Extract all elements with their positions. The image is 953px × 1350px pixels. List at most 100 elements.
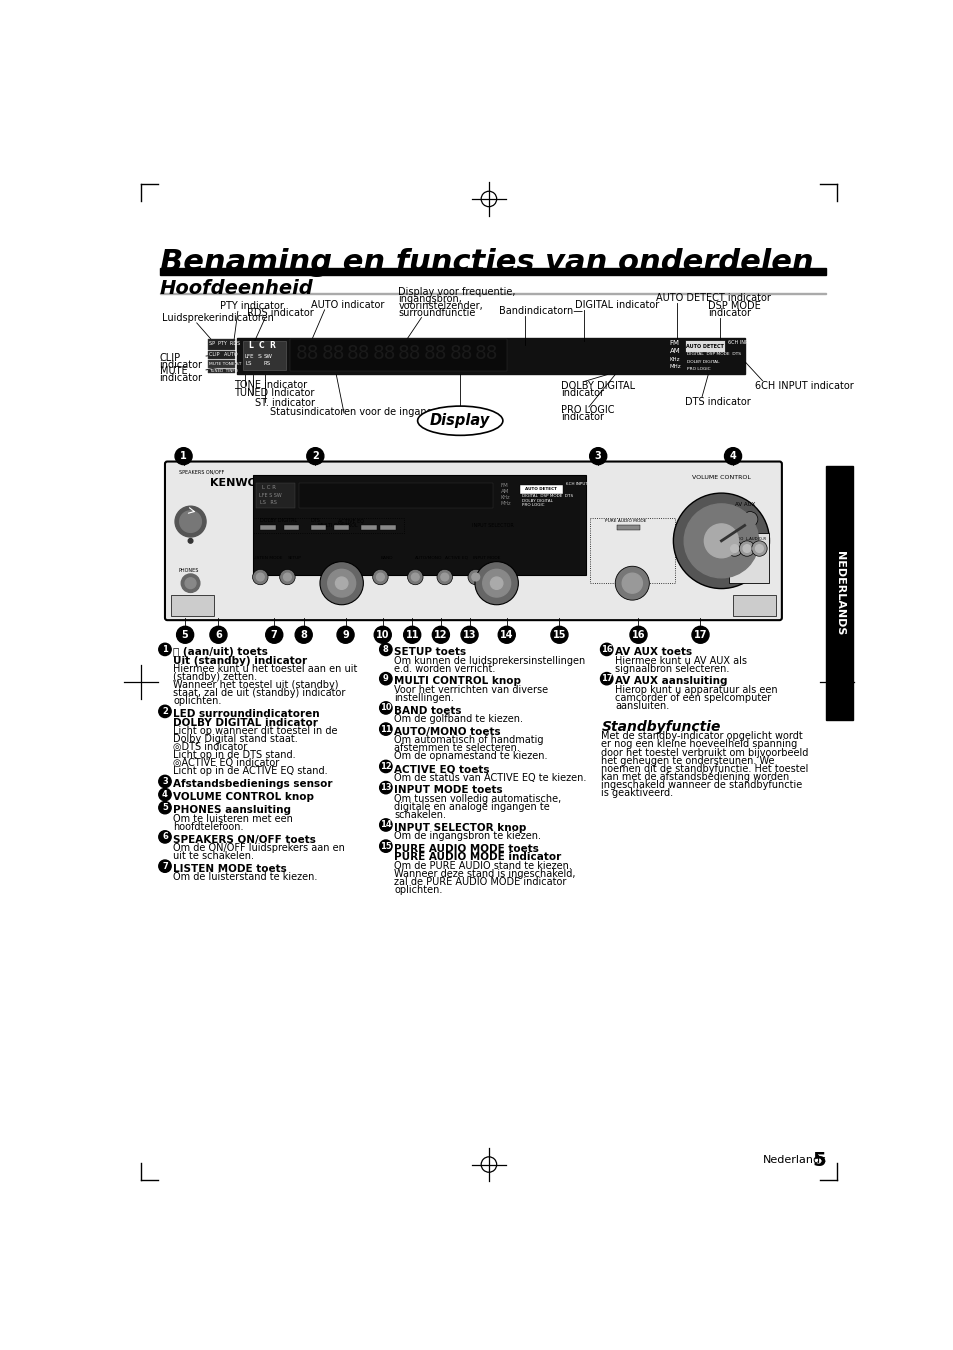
Text: PURE AUDIO MODE: PURE AUDIO MODE — [604, 520, 646, 524]
Text: MULTI CONTROL knop: MULTI CONTROL knop — [394, 676, 521, 686]
Text: afstemmen te selecteren.: afstemmen te selecteren. — [394, 744, 519, 753]
Text: 6CH INPUT indicator: 6CH INPUT indicator — [754, 381, 853, 390]
Circle shape — [253, 570, 268, 585]
Circle shape — [703, 524, 738, 558]
Text: TUNED  TINFO: TUNED TINFO — [209, 369, 238, 373]
Text: Licht op wanneer dit toestel in de: Licht op wanneer dit toestel in de — [173, 726, 337, 736]
Text: voorinstelzender,: voorinstelzender, — [397, 301, 482, 310]
Text: 5: 5 — [162, 803, 168, 813]
Text: 14: 14 — [379, 821, 392, 829]
Circle shape — [158, 705, 171, 718]
Text: INPUT MODE: INPUT MODE — [473, 556, 500, 559]
Bar — [256, 483, 294, 508]
Ellipse shape — [417, 406, 502, 435]
Text: Bandindicatorn—: Bandindicatorn— — [498, 306, 582, 316]
Text: S: S — [257, 354, 261, 359]
Text: 10: 10 — [375, 630, 389, 640]
Text: PHONES: PHONES — [179, 568, 199, 572]
Circle shape — [436, 570, 452, 585]
Text: MHz: MHz — [669, 364, 680, 370]
Circle shape — [490, 576, 502, 590]
Text: ST. indicator: ST. indicator — [254, 398, 314, 408]
Text: PRO LOGIC: PRO LOGIC — [686, 367, 709, 371]
Text: (standby) zetten.: (standby) zetten. — [173, 672, 257, 682]
Circle shape — [468, 570, 483, 585]
Text: DOLBY DIGITAL indicator: DOLBY DIGITAL indicator — [173, 718, 318, 728]
Text: 12: 12 — [379, 761, 392, 771]
Text: Om de golfband te kiezen.: Om de golfband te kiezen. — [394, 714, 523, 724]
Text: SETUP: SETUP — [287, 556, 301, 559]
Bar — [684, 340, 724, 352]
Bar — [290, 339, 506, 371]
Text: AUTO/MONO toets: AUTO/MONO toets — [394, 726, 500, 737]
Text: ◎ACTIVE EQ indicator: ◎ACTIVE EQ indicator — [173, 759, 279, 768]
Circle shape — [185, 578, 195, 589]
Text: Licht op in de ACTIVE EQ stand.: Licht op in de ACTIVE EQ stand. — [173, 767, 328, 776]
Text: 17: 17 — [693, 630, 706, 640]
Text: 8: 8 — [300, 630, 307, 640]
Text: Standbyfunctie: Standbyfunctie — [600, 720, 720, 734]
Text: AM: AM — [669, 348, 679, 354]
Text: Hierop kunt u apparatuur als een: Hierop kunt u apparatuur als een — [615, 684, 777, 695]
Circle shape — [432, 626, 449, 643]
Bar — [208, 369, 235, 373]
Text: 88: 88 — [475, 344, 498, 363]
Text: 4: 4 — [162, 790, 168, 799]
Text: LS   RS: LS RS — [260, 500, 277, 505]
Circle shape — [691, 626, 708, 643]
Text: ⏻ (aan/uit) toets: ⏻ (aan/uit) toets — [173, 647, 268, 657]
Bar — [208, 339, 235, 350]
Circle shape — [336, 626, 354, 643]
Text: Om de status van ACTIVE EQ te kiezen.: Om de status van ACTIVE EQ te kiezen. — [394, 772, 586, 783]
Circle shape — [683, 504, 758, 578]
Text: BAND toets: BAND toets — [394, 706, 461, 716]
Text: MHz: MHz — [500, 501, 511, 506]
Text: PURE AUDIO MODE indicator: PURE AUDIO MODE indicator — [394, 852, 561, 863]
Circle shape — [188, 539, 193, 543]
Text: 1: 1 — [180, 451, 187, 462]
Text: 8: 8 — [382, 645, 388, 653]
Circle shape — [723, 448, 740, 464]
Text: INPUT SELECTOR knop: INPUT SELECTOR knop — [394, 822, 526, 833]
Text: CLIP: CLIP — [159, 352, 180, 363]
Bar — [243, 340, 286, 370]
Text: indicator: indicator — [560, 387, 603, 398]
Bar — [360, 525, 376, 531]
Bar — [589, 518, 674, 583]
Text: LFE S SW: LFE S SW — [258, 493, 281, 498]
Text: SP  PTY  RDS: SP PTY RDS — [209, 342, 240, 346]
Text: indicator: indicator — [560, 412, 603, 423]
Text: uit te schakelen.: uit te schakelen. — [173, 850, 254, 861]
Text: indicator: indicator — [159, 373, 202, 383]
FancyBboxPatch shape — [165, 462, 781, 620]
Text: LFE: LFE — [245, 354, 254, 359]
Circle shape — [497, 626, 515, 643]
Text: oplichten.: oplichten. — [173, 697, 222, 706]
Text: ingeschakeld wanneer de standbyfunctie: ingeschakeld wanneer de standbyfunctie — [600, 780, 801, 790]
Circle shape — [266, 626, 282, 643]
Text: Statusindicatoren voor de ingangskanalen: Statusindicatoren voor de ingangskanalen — [270, 406, 476, 417]
Text: DTS: DTS — [311, 518, 320, 524]
Circle shape — [379, 819, 392, 832]
Text: L: L — [248, 342, 253, 351]
Circle shape — [256, 574, 264, 580]
Text: DIGITAL indicator: DIGITAL indicator — [575, 300, 659, 310]
Text: 88: 88 — [397, 344, 421, 363]
Text: 4: 4 — [729, 451, 736, 462]
Text: Display voor frequentie,: Display voor frequentie, — [397, 286, 516, 297]
Bar — [253, 518, 403, 533]
Circle shape — [379, 840, 392, 852]
Bar — [334, 525, 349, 531]
Text: staat, zal de uit (standby) indicator: staat, zal de uit (standby) indicator — [173, 688, 346, 698]
Circle shape — [407, 570, 422, 585]
Circle shape — [176, 626, 193, 643]
Text: PURE AUDIO MODE toets: PURE AUDIO MODE toets — [394, 844, 538, 853]
Text: VOLUME CONTROL: VOLUME CONTROL — [691, 475, 750, 481]
Text: 88: 88 — [423, 344, 447, 363]
Text: AM: AM — [500, 489, 508, 494]
Circle shape — [411, 574, 418, 580]
Text: 13: 13 — [379, 783, 392, 792]
Circle shape — [294, 626, 312, 643]
Text: 5: 5 — [812, 1150, 825, 1169]
Circle shape — [599, 672, 612, 684]
